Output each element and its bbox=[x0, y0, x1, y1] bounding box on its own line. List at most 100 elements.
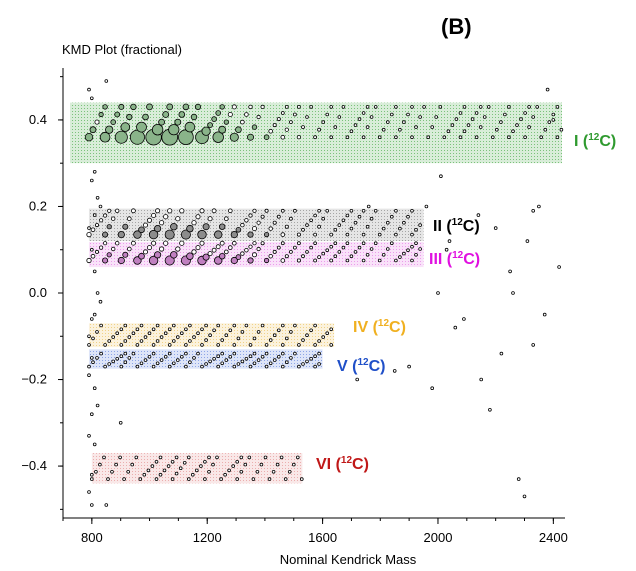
data-point bbox=[418, 247, 422, 251]
data-point bbox=[94, 119, 100, 125]
data-point bbox=[317, 351, 321, 356]
data-point bbox=[430, 125, 435, 129]
outlier-point bbox=[537, 204, 541, 209]
data-point bbox=[184, 121, 196, 133]
data-point bbox=[195, 468, 199, 473]
data-point bbox=[474, 111, 479, 115]
data-point bbox=[272, 358, 277, 362]
data-point bbox=[159, 358, 164, 362]
data-point bbox=[377, 135, 382, 140]
data-point bbox=[280, 241, 285, 246]
data-point bbox=[333, 228, 338, 232]
data-point bbox=[151, 212, 157, 218]
data-point bbox=[107, 362, 111, 366]
data-point bbox=[220, 338, 225, 342]
data-point bbox=[260, 214, 265, 219]
data-point bbox=[224, 358, 229, 362]
data-point bbox=[218, 223, 226, 230]
data-point bbox=[507, 105, 511, 109]
data-point bbox=[207, 455, 211, 460]
data-point bbox=[418, 115, 422, 119]
data-point bbox=[256, 220, 261, 225]
data-point bbox=[499, 120, 503, 124]
data-point bbox=[94, 469, 98, 474]
data-point bbox=[159, 220, 165, 226]
data-point bbox=[385, 220, 390, 225]
data-point bbox=[260, 323, 265, 328]
data-point bbox=[179, 240, 185, 246]
data-point bbox=[192, 335, 196, 339]
data-point bbox=[555, 105, 560, 109]
data-point bbox=[470, 117, 475, 121]
data-point bbox=[329, 258, 334, 263]
x-tick-label: 2400 bbox=[539, 530, 568, 545]
data-point bbox=[555, 135, 560, 140]
data-point bbox=[284, 105, 289, 109]
data-point bbox=[305, 115, 309, 119]
data-point bbox=[406, 214, 410, 219]
data-point bbox=[200, 364, 204, 369]
data-point bbox=[251, 226, 257, 232]
data-point bbox=[531, 115, 535, 119]
data-point bbox=[345, 213, 350, 218]
data-point bbox=[163, 331, 168, 336]
data-point bbox=[180, 229, 191, 240]
data-point bbox=[309, 356, 313, 361]
data-point bbox=[167, 208, 173, 214]
data-point bbox=[264, 343, 269, 347]
data-point bbox=[142, 113, 149, 121]
data-point bbox=[268, 128, 274, 134]
data-point bbox=[236, 362, 241, 366]
data-point bbox=[287, 469, 292, 474]
y-tick-label: 0.2 bbox=[29, 198, 47, 213]
data-point bbox=[357, 214, 362, 219]
data-point bbox=[246, 133, 254, 141]
data-point bbox=[373, 209, 378, 213]
data-point bbox=[337, 250, 342, 254]
data-point bbox=[212, 131, 224, 143]
data-point bbox=[527, 125, 531, 129]
data-point bbox=[329, 244, 334, 249]
band-i bbox=[70, 102, 562, 164]
data-point bbox=[248, 343, 253, 347]
data-point bbox=[228, 354, 233, 359]
data-point bbox=[296, 241, 301, 246]
data-point bbox=[143, 335, 148, 339]
data-point bbox=[164, 229, 175, 240]
data-point bbox=[313, 354, 317, 359]
data-point bbox=[219, 240, 225, 246]
data-point bbox=[207, 251, 213, 257]
data-point bbox=[454, 117, 459, 121]
data-point bbox=[317, 224, 322, 229]
data-point bbox=[162, 111, 170, 118]
data-point bbox=[142, 222, 148, 228]
data-point bbox=[450, 123, 455, 127]
data-point bbox=[256, 114, 261, 120]
data-point bbox=[122, 251, 129, 258]
data-point bbox=[203, 477, 207, 481]
data-point bbox=[357, 245, 362, 250]
data-point bbox=[280, 258, 286, 263]
data-point bbox=[195, 245, 201, 251]
data-point bbox=[218, 125, 227, 134]
outlier-point bbox=[430, 386, 435, 391]
data-point bbox=[98, 462, 102, 467]
data-point bbox=[115, 331, 119, 336]
data-point bbox=[329, 327, 334, 332]
data-point bbox=[195, 214, 201, 220]
data-point bbox=[106, 477, 110, 481]
data-point bbox=[337, 223, 342, 227]
data-point bbox=[394, 209, 398, 213]
data-point bbox=[211, 247, 217, 253]
data-point bbox=[170, 477, 175, 481]
band-label-iii: III (12C) bbox=[429, 250, 480, 268]
data-point bbox=[276, 328, 281, 333]
data-point bbox=[349, 209, 354, 213]
band-label-iv: IV (12C) bbox=[353, 318, 406, 336]
data-point bbox=[244, 247, 249, 253]
data-point bbox=[224, 333, 229, 338]
data-point bbox=[235, 254, 242, 260]
data-point bbox=[260, 354, 265, 359]
data-point bbox=[126, 469, 130, 474]
data-point bbox=[115, 356, 119, 361]
